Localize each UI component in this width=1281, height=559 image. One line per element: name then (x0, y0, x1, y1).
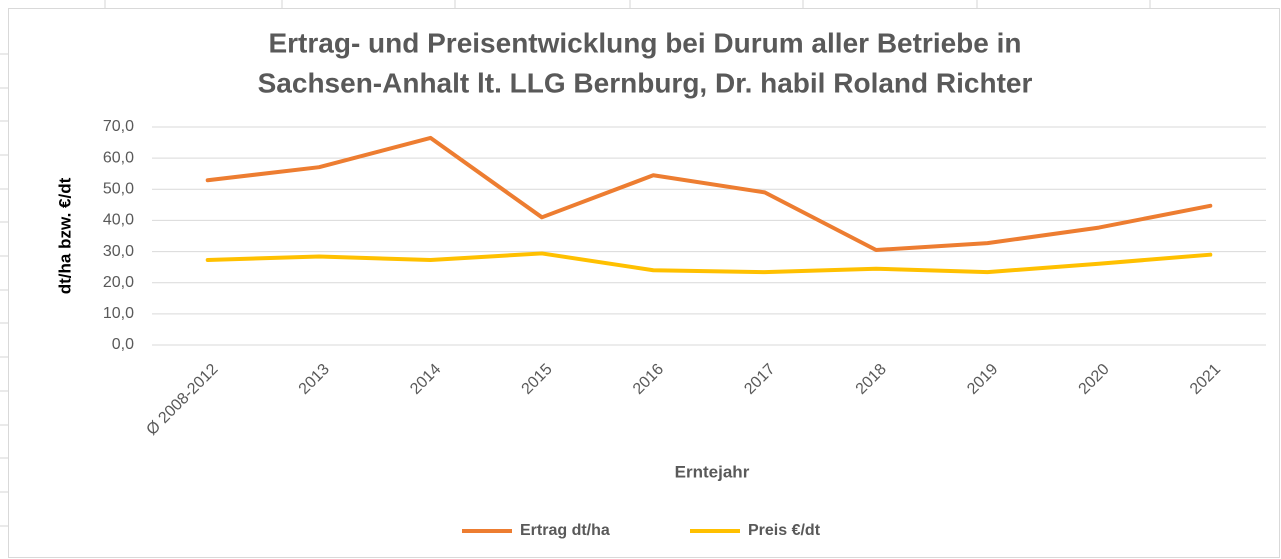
sheet-grid (0, 0, 1151, 527)
y-tick-label: 50,0 (103, 181, 134, 198)
x-axis-label: Erntejahr (675, 462, 750, 481)
y-tick-label: 10,0 (103, 305, 134, 322)
y-axis-label: dt/ha bzw. €/dt (55, 177, 74, 294)
legend-label: Ertrag dt/ha (520, 522, 610, 539)
line-series (205, 251, 1213, 275)
y-tick-label: 20,0 (103, 274, 134, 291)
y-tick-label: 60,0 (103, 149, 134, 166)
line-series (205, 135, 1213, 253)
chart-title: Ertrag- und Preisentwicklung bei Durum a… (268, 27, 1021, 58)
y-tick-label: 30,0 (103, 243, 134, 260)
y-tick-label: 70,0 (103, 118, 134, 135)
chart-title: Sachsen-Anhalt lt. LLG Bernburg, Dr. hab… (258, 67, 1033, 98)
y-tick-label: 40,0 (103, 212, 134, 229)
y-tick-label: 0,0 (112, 336, 134, 353)
legend-label: Preis €/dt (748, 522, 821, 539)
